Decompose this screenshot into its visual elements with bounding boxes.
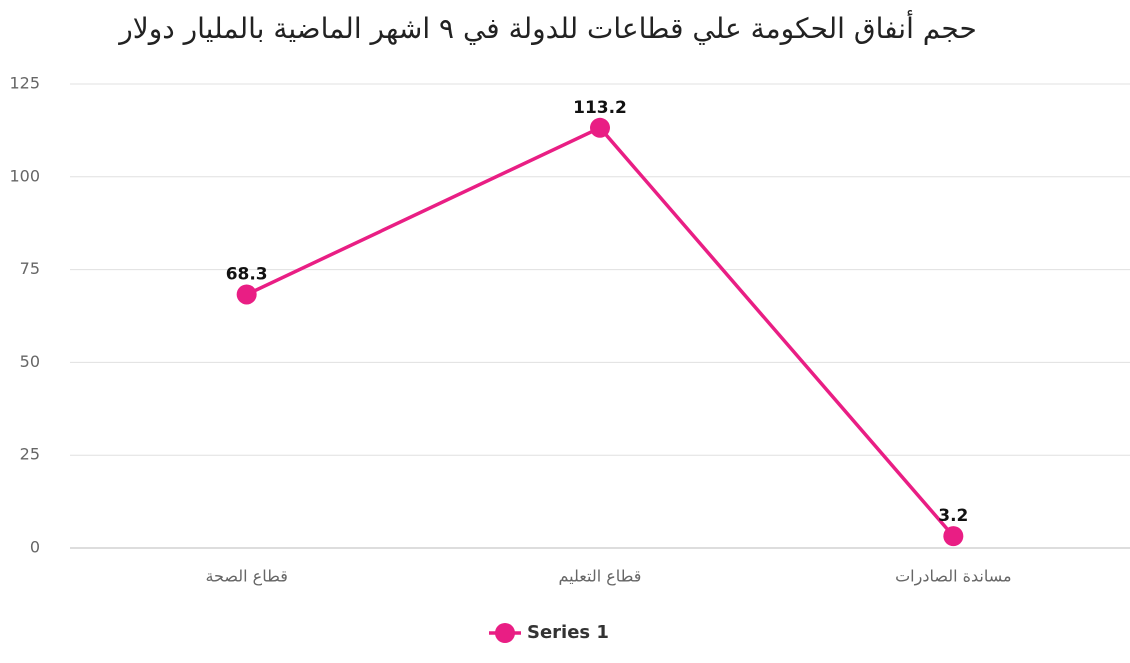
y-tick-label: 0: [30, 538, 40, 557]
x-tick-label: قطاع التعليم: [559, 567, 642, 587]
x-tick-label: مساندة الصادرات: [895, 567, 1011, 587]
legend-marker: [495, 623, 515, 643]
data-point: [590, 117, 610, 138]
data-point: [943, 526, 964, 547]
y-tick-label: 50: [20, 352, 40, 371]
series-line: [245, 125, 955, 538]
value-label: 68.3: [226, 264, 268, 284]
y-tick-label: 125: [9, 74, 40, 93]
value-label: 3.2: [938, 506, 968, 526]
y-tick-label: 100: [9, 166, 40, 185]
chart-title: حجم أنفاق الحكومة علي قطاعات للدولة في ٩…: [117, 9, 977, 45]
data-point: [236, 284, 257, 305]
x-tick-label: قطاع الصحة: [205, 567, 287, 587]
value-label: 113.2: [573, 98, 627, 118]
y-tick-label: 25: [20, 445, 40, 464]
y-tick-label: 75: [20, 259, 40, 278]
legend-label: Series 1: [527, 622, 609, 643]
